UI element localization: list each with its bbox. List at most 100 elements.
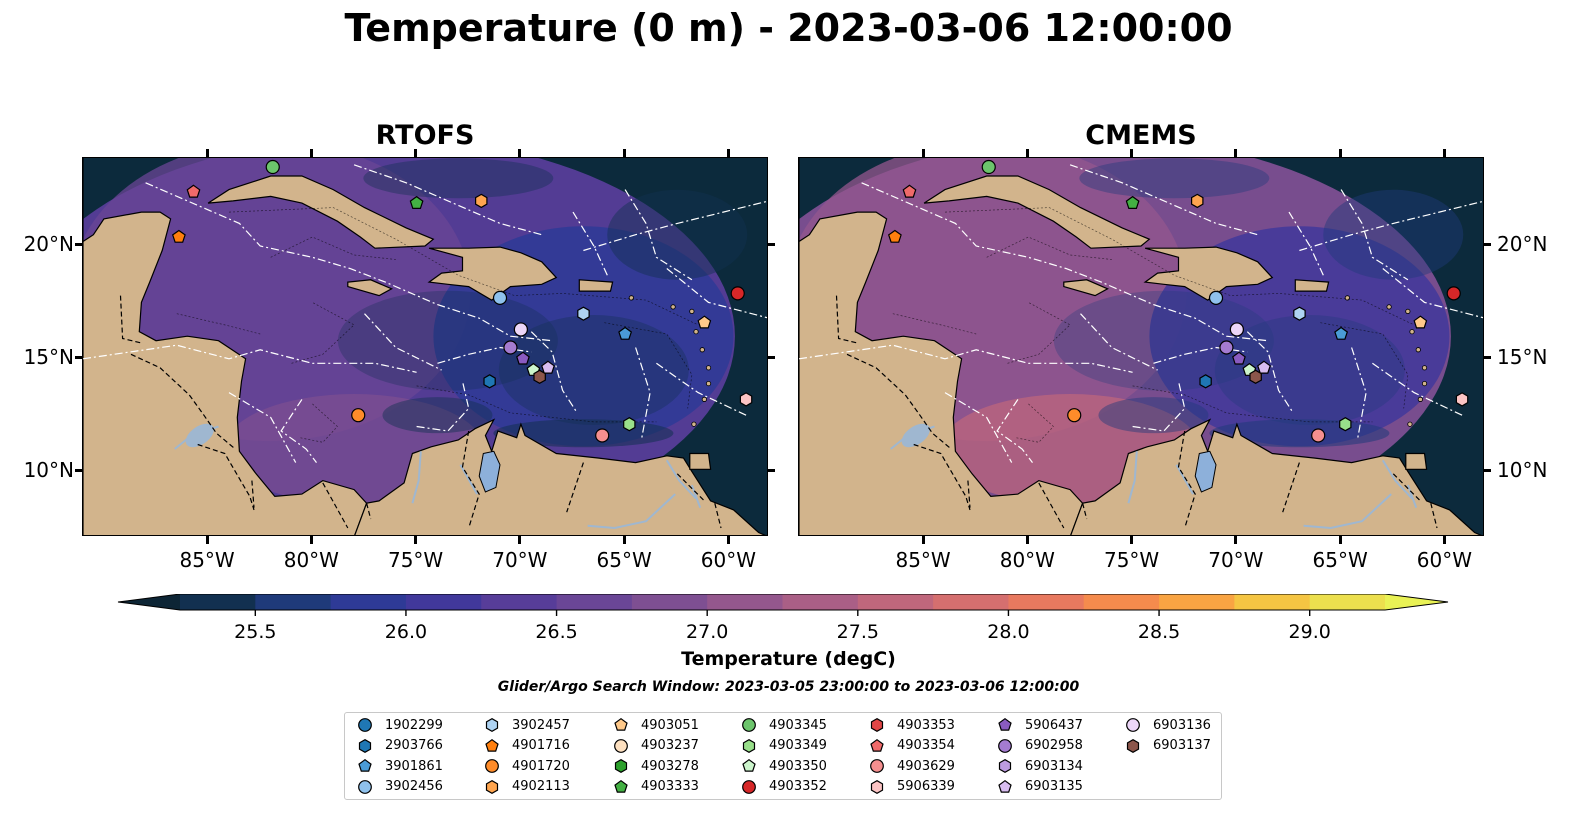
legend-marker-pentagon-icon <box>614 717 628 731</box>
cmems-lon-tick <box>1234 536 1238 544</box>
cmems-eez-boundary <box>944 392 1013 463</box>
legend-5906339-marker <box>870 779 884 794</box>
cmems-small-island <box>1421 380 1428 387</box>
rtofs-land-cuba <box>207 175 435 249</box>
cmems-float-4902113-marker <box>1191 193 1204 209</box>
legend-4903352-marker <box>742 779 756 794</box>
legend-marker-pentagon-icon <box>742 758 756 772</box>
cmems-border <box>1392 473 1421 502</box>
legend-item: 5906339 <box>869 778 955 796</box>
cmems-float-4903629-marker <box>1311 428 1326 443</box>
rtofs-lon-tick <box>414 536 418 544</box>
legend-item: 4903237 <box>613 737 699 755</box>
rtofs-border <box>461 430 480 529</box>
cmems-float-6903136-marker <box>1229 322 1244 337</box>
rtofs-land-hispaniola <box>427 246 558 301</box>
rtofs-border <box>251 480 255 508</box>
legend-marker-hexagon-icon <box>998 759 1012 773</box>
legend-label: 4903333 <box>641 779 699 794</box>
cmems-bathymetry-contour <box>944 207 1415 326</box>
cmems-small-island <box>1407 421 1413 427</box>
colorbar-segment <box>1008 594 1085 610</box>
cmems-lon-tick-top <box>921 149 925 157</box>
lat-label-right: 10°N <box>1497 457 1548 482</box>
cmems-small-island <box>1344 295 1350 301</box>
map-panel-rtofs <box>82 157 768 536</box>
cmems-float-2903766-marker <box>1199 374 1212 389</box>
rtofs-border <box>676 473 705 502</box>
legend-label: 6902958 <box>1025 738 1083 753</box>
legend-marker-pentagon-icon <box>998 717 1012 731</box>
rtofs-lon-tick-top <box>414 149 418 157</box>
colorbar-tick-label: 25.5 <box>234 621 276 643</box>
cmems-border <box>967 480 971 508</box>
legend-5906437-marker <box>998 717 1012 731</box>
cmems-eez-boundary <box>1299 200 1483 252</box>
rtofs-eez-boundary <box>353 164 542 236</box>
cmems-eez-boundary <box>1288 211 1325 278</box>
rtofs-eez-boundary <box>228 392 297 463</box>
cmems-lon-tick-top <box>1234 149 1238 157</box>
rtofs-river <box>459 464 478 495</box>
rtofs-cool-patch <box>363 158 554 199</box>
lat-tick-left <box>75 356 82 360</box>
rtofs-land-lake-maracaibo <box>478 450 501 493</box>
cmems-eez-boundary <box>1080 313 1158 371</box>
cmems-eez-boundary <box>1069 164 1258 236</box>
rtofs-lon-label: 80°W <box>283 548 339 572</box>
cmems-bathymetry-contour <box>1320 322 1409 409</box>
cmems-float-4901716-marker <box>887 229 902 243</box>
cmems-float-6903137-marker <box>1249 369 1262 384</box>
legend-4903278-marker <box>614 759 628 773</box>
legend-6903137-marker <box>1126 738 1140 753</box>
rtofs-land-jamaica <box>347 279 393 297</box>
rtofs-float-6903135-marker <box>541 360 555 374</box>
rtofs-eez-boundary <box>572 211 609 278</box>
rtofs-lon-label: 60°W <box>700 548 756 572</box>
legend-marker-circle-icon <box>998 738 1012 753</box>
lat-label-left: 10°N <box>23 457 74 482</box>
legend-3901861-marker <box>358 758 372 772</box>
rtofs-eez-boundary <box>364 313 442 371</box>
legend-label: 4903629 <box>897 758 955 774</box>
legend-4903333-marker <box>614 779 628 793</box>
legend-item: 4903333 <box>613 778 699 796</box>
legend-marker-circle-icon <box>742 779 756 794</box>
legend-label: 4903237 <box>641 738 699 753</box>
lat-tick-mid <box>768 469 775 473</box>
legend-2903766-marker <box>358 738 372 753</box>
legend-label: 3901861 <box>385 758 443 774</box>
colorbar-segment <box>405 594 482 610</box>
rtofs-float-4903354-marker <box>186 184 201 198</box>
legend-label: 4903352 <box>769 779 827 794</box>
legend-marker-pentagon-icon <box>998 779 1012 793</box>
rtofs-lon-tick <box>726 536 730 544</box>
rtofs-border <box>119 295 142 344</box>
legend-label: 6903136 <box>1153 717 1211 733</box>
rtofs-border <box>566 462 584 513</box>
legend-label: 6903137 <box>1153 738 1211 753</box>
rtofs-bathymetry-contour <box>176 313 261 335</box>
legend-3902457-marker <box>485 718 499 732</box>
cmems-river <box>1303 493 1392 530</box>
colorbar-segment <box>631 594 708 610</box>
cmems-eez-boundary <box>799 344 1133 373</box>
cmems-land-hispaniola <box>1143 246 1274 301</box>
legend-4901716-marker <box>485 738 499 752</box>
colorbar-segment <box>933 594 1010 610</box>
rtofs-float-4903333-marker <box>409 195 424 210</box>
rtofs-land-puerto-rico <box>578 279 614 292</box>
cmems-lake-nicaragua <box>901 423 930 448</box>
cmems-lon-label: 80°W <box>999 548 1055 572</box>
rtofs-float-4903629-marker <box>595 428 610 443</box>
cmems-land-jamaica <box>1063 279 1109 297</box>
legend-item: 4901716 <box>484 737 570 755</box>
legend-label: 3902457 <box>512 717 570 733</box>
rtofs-float-4903051-marker <box>697 315 712 329</box>
legend-label: 4901720 <box>512 758 570 774</box>
rtofs-float-4903345-marker <box>265 159 280 175</box>
cmems-bathymetry-contour <box>1132 385 1373 423</box>
cmems-cool-patch <box>1323 189 1464 280</box>
colorbar-segment <box>481 594 558 610</box>
search-window-label: Glider/Argo Search Window: 2023-03-05 23… <box>497 679 1080 695</box>
